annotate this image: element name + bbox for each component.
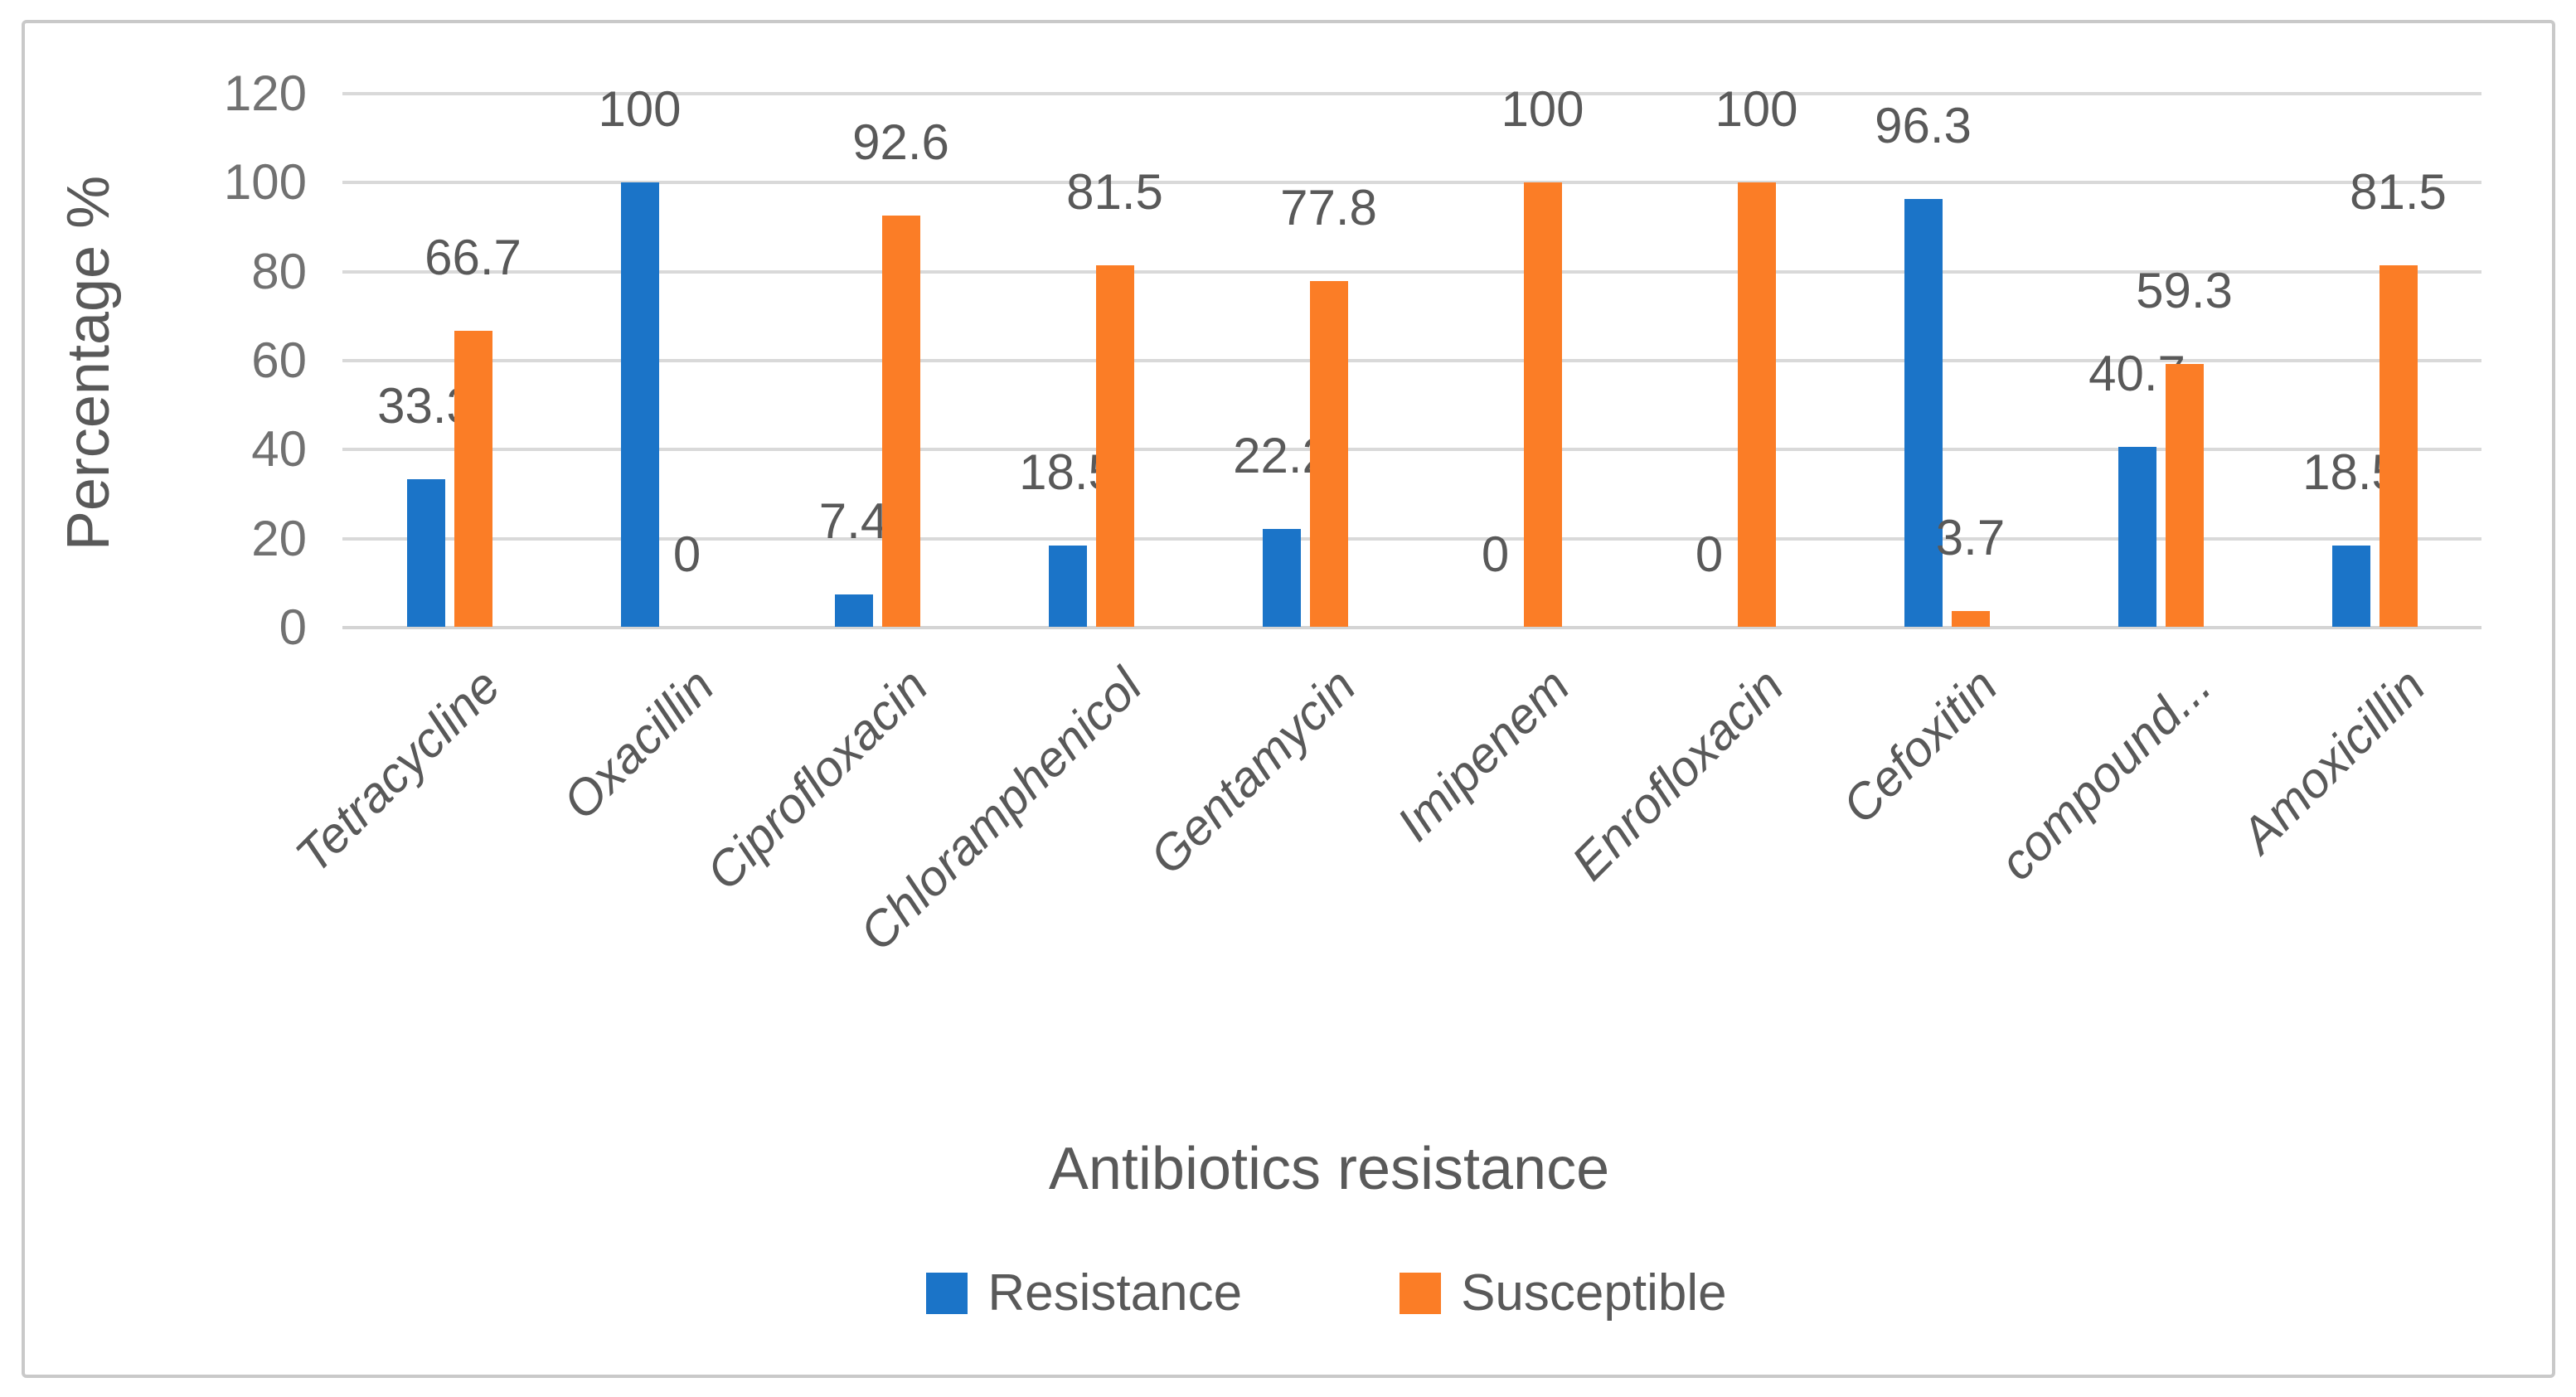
bar-resistance-ciprofloxacin: [834, 594, 873, 627]
bar-susceptible-compound: [2165, 363, 2204, 627]
y-tick-label-80: 80: [251, 243, 307, 299]
bar-resistance-compound: [2118, 446, 2156, 627]
data-label-resistance-compound: 40.7: [2088, 345, 2185, 401]
bar-susceptible-tetracycline: [454, 331, 492, 627]
y-tick-label-120: 120: [223, 65, 307, 121]
bar-resistance-amoxicillin: [2331, 545, 2370, 627]
data-label-resistance-cefoxitin: 96.3: [1875, 98, 1972, 154]
gridline-20: [342, 536, 2481, 541]
bar-susceptible-cefoxitin: [1951, 611, 1990, 627]
data-label-susceptible-gentamycin: 77.8: [1280, 180, 1377, 236]
data-label-resistance-oxacillin: 100: [598, 81, 682, 138]
y-tick-label-100: 100: [223, 154, 307, 211]
data-label-resistance-imipenem: 0: [1481, 526, 1510, 582]
data-label-susceptible-tetracycline: 66.7: [424, 230, 522, 286]
data-label-susceptible-imipenem: 100: [1501, 81, 1584, 138]
data-label-resistance-gentamycin: 22.2: [1233, 427, 1330, 483]
x-axis-line: [342, 626, 2481, 629]
y-tick-label-60: 60: [251, 332, 307, 388]
data-label-resistance-ciprofloxacin: 7.4: [818, 493, 889, 550]
data-label-susceptible-chloramphenicol: 81.5: [1066, 163, 1163, 220]
gridline-120: [342, 92, 2481, 95]
data-label-susceptible-amoxicillin: 81.5: [2350, 163, 2447, 220]
bar-resistance-cefoxitin: [1904, 199, 1943, 627]
gridline-100: [342, 181, 2481, 185]
legend-label-susceptible: Susceptible: [1461, 1264, 1727, 1322]
bar-resistance-gentamycin: [1262, 528, 1301, 627]
data-label-resistance-amoxicillin: 18.5: [2302, 444, 2399, 500]
bar-resistance-tetracycline: [406, 479, 445, 627]
x-axis-title: Antibiotics resistance: [1048, 1136, 1610, 1202]
data-label-susceptible-oxacillin: 0: [672, 526, 701, 582]
data-label-susceptible-ciprofloxacin: 92.6: [852, 114, 949, 171]
bar-susceptible-amoxicillin: [2379, 264, 2418, 627]
bar-susceptible-chloramphenicol: [1095, 264, 1134, 627]
legend: Resistance Susceptible: [497, 1264, 2156, 1323]
data-label-susceptible-compound: 59.3: [2136, 262, 2233, 318]
bar-resistance-oxacillin: [620, 182, 659, 627]
legend-label-resistance: Resistance: [987, 1264, 1243, 1322]
chart-frame: [22, 20, 2555, 1378]
legend-swatch-resistance: [926, 1273, 968, 1314]
legend-swatch-susceptible: [1400, 1273, 1442, 1314]
bar-susceptible-imipenem: [1523, 182, 1562, 627]
bar-susceptible-enrofloxacin: [1737, 182, 1776, 627]
bar-susceptible-ciprofloxacin: [881, 216, 920, 627]
gridline-40: [342, 448, 2481, 452]
data-label-resistance-enrofloxacin: 0: [1695, 526, 1724, 582]
y-tick-label-0: 0: [279, 599, 307, 655]
data-label-susceptible-cefoxitin: 3.7: [1935, 510, 2006, 566]
gridline-60: [342, 359, 2481, 362]
legend-item-resistance: Resistance: [926, 1264, 1242, 1323]
data-label-susceptible-enrofloxacin: 100: [1715, 81, 1798, 138]
y-axis-title: Percentage %: [56, 175, 122, 551]
y-tick-label-40: 40: [251, 421, 307, 478]
y-tick-label-20: 20: [251, 510, 307, 566]
legend-item-susceptible: Susceptible: [1400, 1264, 1727, 1323]
data-label-resistance-tetracycline: 33.3: [377, 378, 474, 434]
gridline-80: [342, 269, 2481, 274]
bar-susceptible-gentamycin: [1309, 281, 1348, 627]
bar-resistance-chloramphenicol: [1048, 545, 1087, 627]
